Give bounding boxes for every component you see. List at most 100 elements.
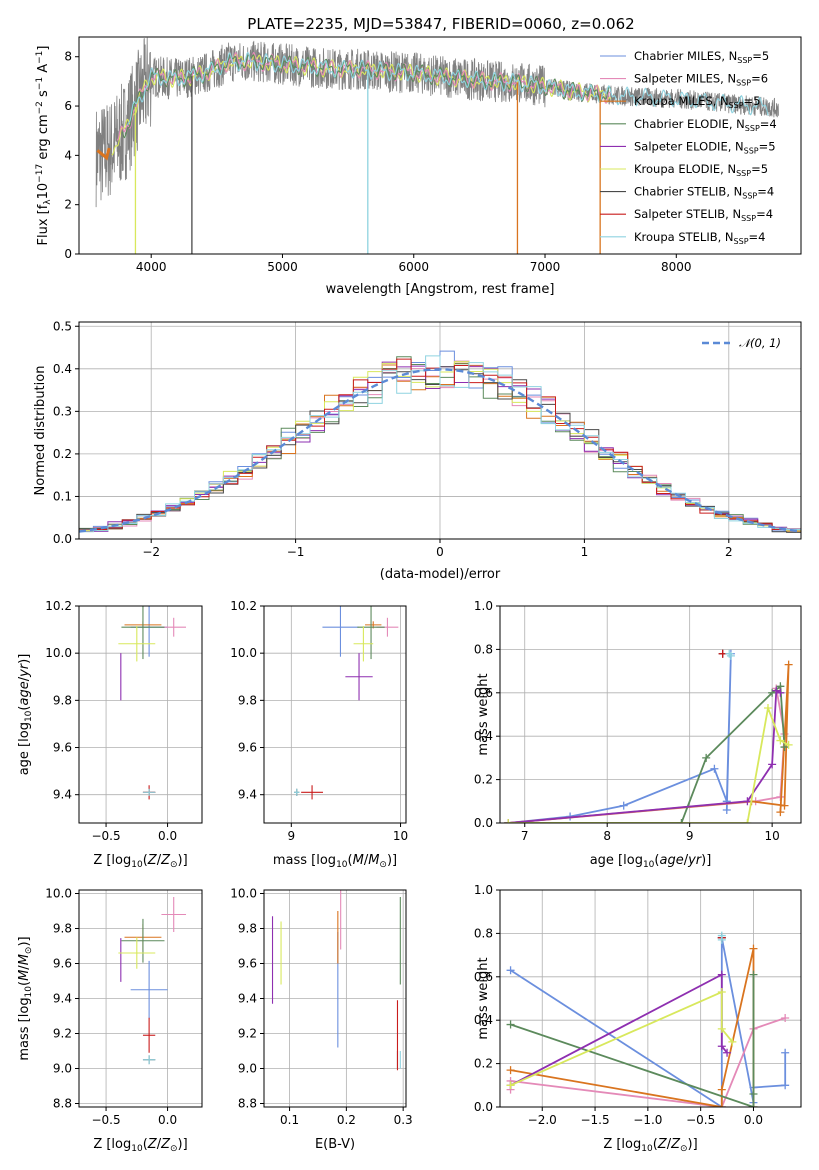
axes-frame bbox=[499, 605, 802, 824]
y-tick-label: 0.8 bbox=[474, 642, 493, 656]
weight-marker bbox=[743, 797, 752, 806]
residuals-panel: −2 −1 0 1 2 0.0 0.1 0.2 0.3 0.4 0.5 𝒩(0, 1) Normed d… bbox=[33, 319, 802, 582]
weight-marker bbox=[776, 688, 785, 697]
spectrum-panel: 4000 5000 6000 7000 8000 0 2 4 6 8 Flux [fλ10−17 e… bbox=[35, 36, 802, 297]
y-tick-label: 10.2 bbox=[230, 599, 257, 613]
weight-marker bbox=[717, 1024, 726, 1033]
x-tick-label: 9 bbox=[287, 829, 295, 843]
y-tick-label: 9.8 bbox=[53, 922, 72, 936]
x-tick-label: 10 bbox=[764, 829, 779, 843]
axes: 7 8 9 10 0.0 0.2 0.4 0.6 0.8 1.0 age [log10(age/yr… bbox=[474, 599, 802, 870]
y-tick-label: 0.0 bbox=[53, 532, 72, 546]
data-spectrum bbox=[95, 37, 779, 208]
y-tick-label: 8 bbox=[64, 50, 72, 64]
y-tick-label: 0.2 bbox=[53, 447, 72, 461]
axes-frame bbox=[78, 36, 802, 255]
x-axis-label: mass [log10(M/M⊙)] bbox=[273, 853, 397, 870]
blue-edge-mark bbox=[96, 147, 111, 161]
x-axis-label: (data-model)/error bbox=[380, 567, 501, 582]
y-tick-label: 0.0 bbox=[474, 1100, 493, 1114]
plot-area bbox=[504, 649, 793, 823]
x-tick-label: −1.5 bbox=[580, 1113, 609, 1127]
legend-label: Kroupa STELIB, NSSP=4 bbox=[634, 230, 765, 246]
model-spectrum bbox=[116, 51, 612, 141]
weight-marker bbox=[619, 801, 628, 810]
model-spectrum bbox=[127, 51, 769, 126]
weight-marker bbox=[717, 1103, 726, 1107]
x-tick-label: 4000 bbox=[136, 260, 167, 274]
x-tick-label: −1 bbox=[287, 545, 305, 559]
y-tick-label: 0.6 bbox=[474, 970, 493, 984]
axes-frame bbox=[263, 605, 407, 824]
weight-line bbox=[510, 990, 734, 1087]
weight-line bbox=[508, 704, 790, 823]
legend-label: Kroupa ELODIE, NSSP=5 bbox=[634, 162, 768, 178]
y-tick-label: 10.0 bbox=[45, 646, 72, 660]
axes: 0.1 0.2 0.3 8.8 9.0 9.2 9.4 9.6 9.8 10.0 E(B-V) bbox=[230, 887, 412, 1153]
axes: −0.5 0.0 9.4 9.6 9.8 10.0 10.2 Z [log10(Z/Z⊙)] a… bbox=[17, 599, 203, 870]
x-axis-label: wavelength [Angstrom, rest frame] bbox=[326, 282, 555, 297]
y-tick-label: 9.8 bbox=[53, 693, 72, 707]
weight-marker bbox=[749, 970, 758, 979]
y-axis-label: mass weight bbox=[476, 673, 491, 755]
weight-marker bbox=[749, 1089, 758, 1098]
y-tick-label: 2 bbox=[64, 198, 72, 212]
x-tick-label: 8000 bbox=[661, 260, 692, 274]
weight-marker bbox=[749, 944, 758, 953]
plot-area bbox=[118, 897, 187, 1065]
legend-label: Salpeter ELODIE, NSSP=5 bbox=[634, 139, 776, 155]
axes: −2 −1 0 1 2 0.0 0.1 0.2 0.3 0.4 0.5 𝒩(0, 1) Normed d… bbox=[33, 319, 802, 582]
y-tick-label: 10.2 bbox=[45, 599, 72, 613]
weight-marker bbox=[717, 1085, 726, 1094]
x-axis-label: Z [log10(Z/Z⊙)] bbox=[93, 1137, 187, 1154]
y-tick-label: 9.8 bbox=[238, 922, 257, 936]
x-tick-label: −2.0 bbox=[528, 1113, 557, 1127]
x-axis-label: age [log10(age/yr)] bbox=[590, 853, 712, 870]
y-tick-label: 9.2 bbox=[238, 1027, 257, 1041]
y-tick-label: 0 bbox=[64, 247, 72, 261]
y-tick-label: 9.6 bbox=[238, 741, 257, 755]
weight-marker bbox=[784, 740, 793, 749]
weight-marker bbox=[749, 1103, 758, 1107]
weight-marker bbox=[506, 966, 515, 975]
model-spectrum bbox=[121, 52, 612, 139]
weight-marker bbox=[722, 805, 731, 814]
y-tick-label: 9.4 bbox=[53, 788, 72, 802]
x-tick-label: 0 bbox=[436, 545, 444, 559]
x-tick-label: 9 bbox=[686, 829, 694, 843]
weight-vs-Z-panel: −2.0 −1.5 −1.0 −0.5 0.0 0.0 0.2 0.4 0.6 0.8 1.0 Z [… bbox=[474, 883, 802, 1154]
y-tick-label: 0.4 bbox=[474, 729, 493, 743]
figure-title: PLATE=2235, MJD=53847, FIBERID=0060, z=0… bbox=[247, 15, 634, 33]
axes: −0.5 0.0 8.8 9.0 9.2 9.4 9.6 9.8 10.0 Z [log10(Z/… bbox=[17, 887, 203, 1154]
weight-marker bbox=[764, 703, 773, 712]
y-tick-label: 0.2 bbox=[474, 773, 493, 787]
y-axis-label: mass [log10(M/M⊙)] bbox=[17, 936, 34, 1060]
y-tick-label: 4 bbox=[64, 148, 72, 162]
y-tick-label: 0.8 bbox=[474, 926, 493, 940]
weight-marker bbox=[504, 819, 513, 823]
plot-area bbox=[271, 890, 401, 1071]
x-tick-label: 7 bbox=[521, 829, 529, 843]
normal-curve bbox=[79, 368, 801, 533]
y-tick-label: 6 bbox=[64, 99, 72, 113]
weight-marker bbox=[776, 808, 785, 817]
weight-marker bbox=[723, 1048, 732, 1057]
x-tick-label: −0.5 bbox=[91, 829, 120, 843]
x-tick-label: 1 bbox=[581, 545, 589, 559]
weight-marker bbox=[781, 1048, 790, 1057]
weight-line bbox=[508, 664, 790, 823]
y-tick-label: 8.8 bbox=[53, 1097, 72, 1111]
weight-marker bbox=[781, 1014, 790, 1023]
y-tick-label: 0.1 bbox=[53, 489, 72, 503]
x-axis-label: Z [log10(Z/Z⊙)] bbox=[603, 1137, 697, 1154]
weight-marker bbox=[781, 1081, 790, 1090]
y-tick-label: 0.3 bbox=[53, 404, 72, 418]
legend-label: Chabrier STELIB, NSSP=4 bbox=[634, 185, 774, 201]
x-tick-label: −0.5 bbox=[686, 1113, 715, 1127]
y-tick-label: 9.6 bbox=[53, 957, 72, 971]
x-axis-label: E(B-V) bbox=[315, 1137, 355, 1152]
mass-vs-ebv-panel: 0.1 0.2 0.3 8.8 9.0 9.2 9.4 9.6 9.8 10.0 E(B-V) bbox=[230, 887, 412, 1153]
y-tick-label: 10.0 bbox=[45, 887, 72, 901]
y-tick-label: 0.2 bbox=[474, 1057, 493, 1071]
